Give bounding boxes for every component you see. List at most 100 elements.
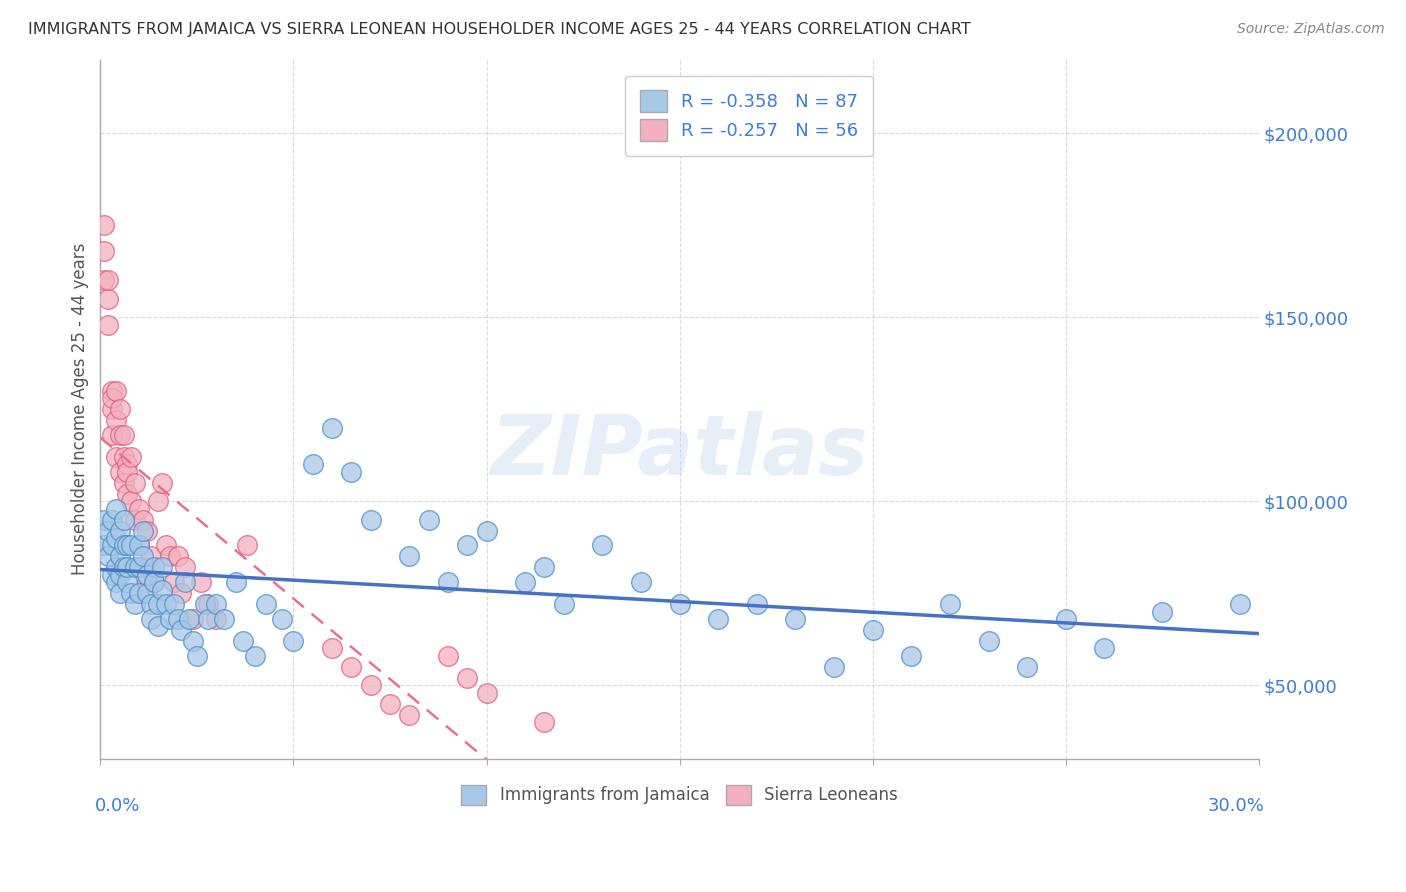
Point: [170, 623, 193, 637]
Text: Source: ZipAtlas.com: Source: ZipAtlas.com: [1237, 22, 1385, 37]
Point: [112, 428, 135, 442]
Point: [108, 524, 131, 538]
Point: [630, 575, 652, 590]
Point: [179, 612, 201, 626]
Point: [456, 538, 478, 552]
Point: [117, 538, 139, 552]
Point: [93, 512, 115, 526]
Point: [150, 582, 173, 597]
Point: [104, 450, 127, 464]
Point: [150, 560, 173, 574]
Text: 0.0%: 0.0%: [94, 797, 141, 815]
Point: [148, 619, 170, 633]
Point: [120, 538, 142, 552]
Point: [93, 538, 115, 552]
Point: [104, 560, 127, 574]
Point: [104, 501, 127, 516]
Point: [108, 586, 131, 600]
Point: [159, 549, 181, 564]
Point: [112, 450, 135, 464]
Point: [270, 612, 292, 626]
Point: [163, 597, 186, 611]
Point: [101, 402, 124, 417]
Point: [591, 538, 613, 552]
Point: [108, 567, 131, 582]
Point: [340, 660, 363, 674]
Point: [254, 597, 277, 611]
Point: [174, 575, 197, 590]
Point: [128, 538, 150, 552]
Point: [101, 512, 124, 526]
Point: [108, 428, 131, 442]
Point: [205, 597, 228, 611]
Point: [174, 560, 197, 574]
Point: [150, 475, 173, 490]
Text: ZIPatlas: ZIPatlas: [491, 410, 869, 491]
Point: [128, 560, 150, 574]
Point: [120, 494, 142, 508]
Point: [194, 597, 217, 611]
Point: [120, 586, 142, 600]
Point: [475, 685, 498, 699]
Point: [143, 560, 166, 574]
Point: [232, 634, 254, 648]
Point: [1092, 641, 1115, 656]
Point: [101, 538, 124, 552]
Point: [378, 697, 401, 711]
Point: [190, 575, 212, 590]
Point: [340, 465, 363, 479]
Point: [101, 567, 124, 582]
Point: [132, 524, 155, 538]
Point: [117, 560, 139, 574]
Point: [197, 597, 219, 611]
Point: [197, 612, 219, 626]
Point: [513, 575, 536, 590]
Point: [93, 218, 115, 232]
Text: IMMIGRANTS FROM JAMAICA VS SIERRA LEONEAN HOUSEHOLDER INCOME AGES 25 - 44 YEARS : IMMIGRANTS FROM JAMAICA VS SIERRA LEONEA…: [28, 22, 972, 37]
Point: [181, 634, 204, 648]
Point: [181, 612, 204, 626]
Point: [128, 586, 150, 600]
Point: [112, 475, 135, 490]
Point: [108, 465, 131, 479]
Point: [707, 612, 730, 626]
Point: [166, 549, 188, 564]
Point: [553, 597, 575, 611]
Point: [862, 623, 884, 637]
Point: [101, 428, 124, 442]
Point: [117, 487, 139, 501]
Point: [128, 538, 150, 552]
Point: [301, 458, 323, 472]
Point: [205, 612, 228, 626]
Point: [97, 549, 120, 564]
Point: [139, 597, 162, 611]
Point: [117, 575, 139, 590]
Point: [120, 450, 142, 464]
Point: [159, 612, 181, 626]
Point: [135, 575, 157, 590]
Point: [1152, 605, 1174, 619]
Point: [166, 612, 188, 626]
Point: [1017, 660, 1039, 674]
Point: [135, 586, 157, 600]
Point: [939, 597, 962, 611]
Point: [93, 244, 115, 258]
Point: [533, 714, 555, 729]
Point: [97, 318, 120, 332]
Point: [97, 273, 120, 287]
Point: [124, 597, 146, 611]
Point: [112, 538, 135, 552]
Point: [104, 413, 127, 427]
Point: [398, 707, 420, 722]
Point: [117, 465, 139, 479]
Point: [135, 524, 157, 538]
Point: [437, 648, 460, 663]
Point: [668, 597, 690, 611]
Point: [132, 560, 155, 574]
Point: [104, 575, 127, 590]
Point: [139, 612, 162, 626]
Point: [745, 597, 768, 611]
Point: [108, 549, 131, 564]
Point: [186, 648, 208, 663]
Point: [1229, 597, 1251, 611]
